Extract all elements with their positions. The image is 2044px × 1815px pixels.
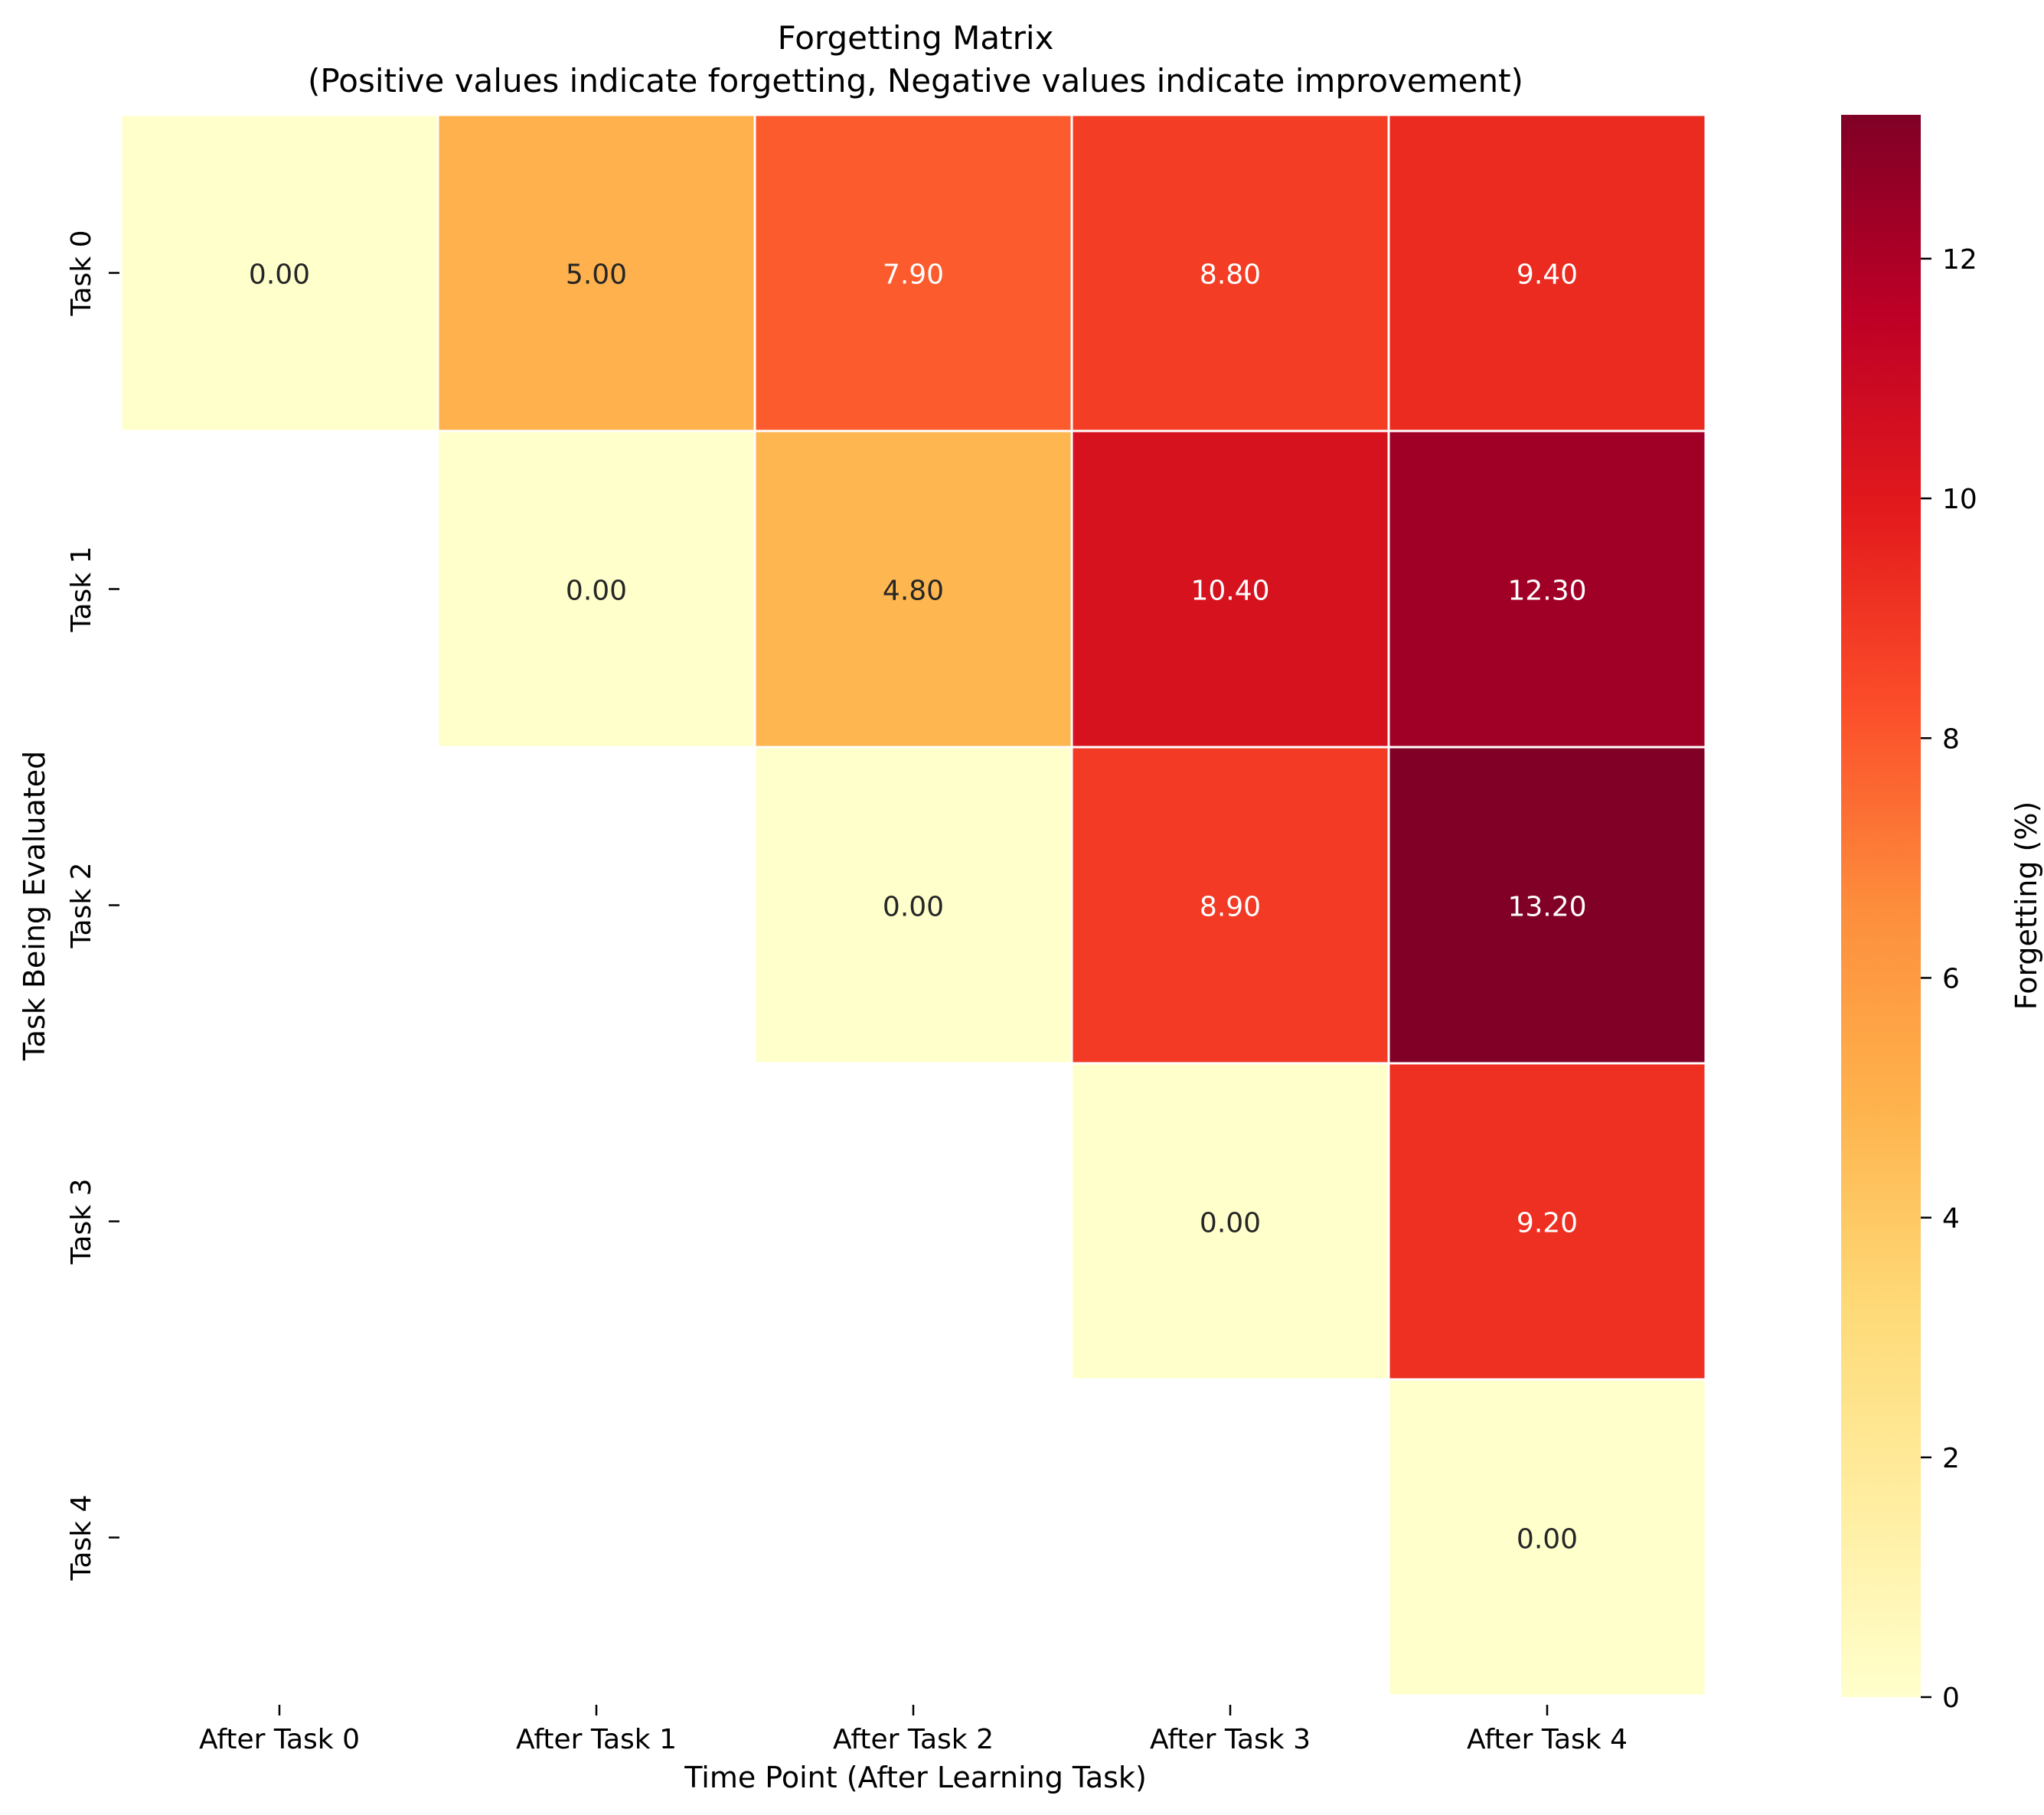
cell-value-label: 10.40 bbox=[1190, 576, 1269, 607]
cell-value-label: 4.80 bbox=[883, 576, 944, 607]
heatmap-cells bbox=[119, 113, 1707, 1697]
cell-value-label: 7.90 bbox=[883, 260, 944, 291]
cell-value-label: 0.00 bbox=[1200, 1208, 1261, 1239]
x-tick-label: After Task 1 bbox=[516, 1724, 677, 1755]
x-tick-label: After Task 4 bbox=[1467, 1724, 1628, 1755]
y-axis-label: Task Being Evaluated bbox=[18, 751, 51, 1062]
colorbar-ticks: 0 2 4 6 8 10 12 bbox=[1921, 244, 1977, 1714]
colorbar-tick-label: 10 bbox=[1942, 484, 1977, 515]
cell-value-label: 8.90 bbox=[1200, 892, 1261, 923]
heatmap-cell bbox=[1387, 113, 1707, 433]
colorbar-tick-label: 12 bbox=[1942, 244, 1977, 276]
cell-value-label: 0.00 bbox=[249, 260, 310, 291]
heatmap-cell bbox=[753, 113, 1073, 433]
y-tick-label: Task 3 bbox=[66, 1178, 97, 1265]
heatmap-cell bbox=[119, 113, 439, 433]
colorbar-tick-label: 2 bbox=[1942, 1443, 1960, 1474]
colorbar-tick-label: 4 bbox=[1942, 1203, 1960, 1235]
colorbar-tick-label: 0 bbox=[1942, 1683, 1960, 1714]
chart-subtitle: (Positive values indicate forgetting, Ne… bbox=[308, 62, 1523, 100]
y-tick-label: Task 4 bbox=[66, 1494, 97, 1581]
heatmap-cell bbox=[436, 429, 756, 749]
colorbar-tick-label: 8 bbox=[1942, 723, 1960, 755]
cell-value-label: 9.40 bbox=[1517, 260, 1578, 291]
heatmap-cell bbox=[436, 113, 756, 433]
heatmap-cell bbox=[1070, 1062, 1390, 1381]
colorbar bbox=[1841, 115, 1921, 1697]
heatmap-cell bbox=[1387, 746, 1707, 1065]
x-tick-label: After Task 0 bbox=[199, 1724, 360, 1755]
cell-value-label: 0.00 bbox=[1517, 1524, 1578, 1555]
heatmap-cell bbox=[753, 746, 1073, 1065]
x-axis-label: Time Point (After Learning Task) bbox=[684, 1761, 1147, 1794]
cell-value-labels: 0.00 5.00 7.90 8.80 9.40 0.00 4.80 10.40 12.30 0.… bbox=[249, 260, 1587, 1555]
y-axis-ticks: Task 0 Task 1 Task 2 Task 3 Task 4 bbox=[66, 230, 119, 1582]
y-tick-label: Task 0 bbox=[66, 230, 97, 316]
heatmap-cell bbox=[1070, 429, 1390, 749]
chart-title: Forgetting Matrix bbox=[778, 19, 1054, 57]
cell-value-label: 13.20 bbox=[1507, 892, 1586, 923]
colorbar-label: Forgetting (%) bbox=[2010, 801, 2043, 1010]
x-axis-ticks: After Task 0 After Task 1 After Task 2 Afte… bbox=[199, 1705, 1628, 1755]
cell-value-label: 0.00 bbox=[883, 892, 944, 923]
cell-value-label: 8.80 bbox=[1200, 260, 1261, 291]
heatmap-cell bbox=[1387, 1378, 1707, 1697]
x-tick-label: After Task 3 bbox=[1150, 1724, 1311, 1755]
cell-value-label: 9.20 bbox=[1517, 1208, 1578, 1239]
heatmap-cell bbox=[1387, 1062, 1707, 1381]
x-tick-label: After Task 2 bbox=[833, 1724, 994, 1755]
cell-value-label: 12.30 bbox=[1507, 576, 1586, 607]
y-tick-label: Task 1 bbox=[66, 546, 97, 632]
heatmap-cell bbox=[1070, 113, 1390, 433]
cell-value-label: 5.00 bbox=[566, 260, 627, 291]
colorbar-tick-label: 6 bbox=[1942, 963, 1960, 994]
y-tick-label: Task 2 bbox=[66, 862, 97, 948]
cell-value-label: 0.00 bbox=[566, 576, 627, 607]
